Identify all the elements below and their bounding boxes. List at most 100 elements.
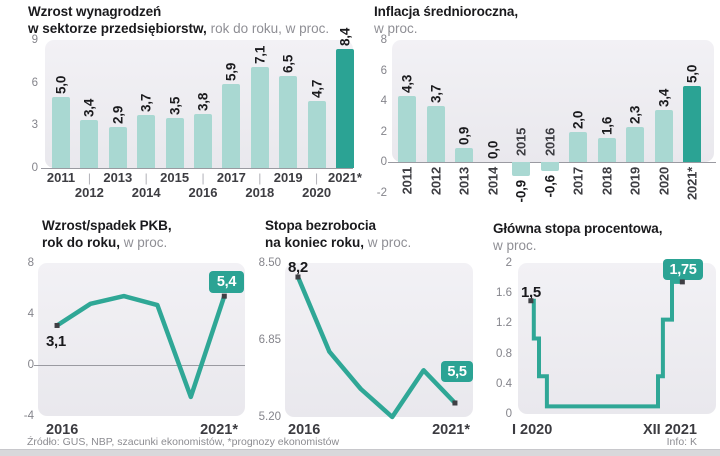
wages-ytick: 9 (31, 34, 38, 46)
wages-value-label-text: 5,9 (223, 62, 239, 82)
inflation-value-label-text: 0,0 (485, 140, 500, 159)
inflation-year-label: 2014 (485, 167, 500, 195)
inflation-value-label: 1,6 (599, 116, 614, 134)
wages-value-label: 3,4 (82, 98, 97, 116)
gdp-title-bold: rok do roku, (42, 234, 121, 250)
inflation-year-label-text: 2015 (513, 127, 529, 156)
wages-bar (52, 96, 70, 168)
wages-value-label: 7,1 (252, 46, 267, 64)
rate-ytick: 2 (505, 257, 512, 269)
wages-year-label: 2021* (328, 170, 362, 185)
inflation-year-label-text: 2020 (656, 167, 671, 196)
source-note: Źródło: GUS, NBP, szacunki ekonomistów, … (27, 436, 340, 448)
gdp-point-marker (221, 293, 227, 299)
inflation-value-label-text: 3,4 (656, 88, 671, 108)
inflation-bar (654, 110, 673, 162)
unemployment-ytick: 8.50 (258, 257, 281, 269)
wages-bar (222, 84, 241, 168)
inflation-year-label: 2012 (428, 167, 443, 195)
rate-xlabel-end: XII 2021 (642, 422, 697, 438)
inflation-bar (597, 137, 616, 162)
wages-year-label: 2014 (131, 185, 161, 200)
rate-ytick: 0 (505, 408, 512, 420)
inflation-value-label: 2,0 (571, 110, 586, 128)
rate-step-line (530, 279, 683, 409)
wages-bar (307, 101, 326, 168)
wages-bar (250, 67, 269, 168)
inflation-value-label: -0,6 (542, 175, 557, 197)
wages-year-label: 2013 (103, 170, 133, 185)
rate-title-line1: Główna stopa procentowa, (493, 221, 663, 236)
wages-value-label: 2,9 (110, 106, 125, 124)
wages-value-label-text: 4,7 (309, 79, 325, 99)
inflation-bar (426, 105, 445, 162)
wages-ytick: 6 (31, 76, 38, 89)
inflation-bar (626, 126, 644, 162)
wages-ytick: 0 (31, 162, 38, 174)
unemployment-ytick: 6.85 (258, 334, 281, 346)
unemployment-point-marker (295, 274, 301, 280)
inflation-bar (569, 131, 587, 162)
wages-year-label: 2016 (188, 185, 218, 200)
rate-plot-area (518, 263, 716, 414)
wages-year-label: 2015 (160, 170, 190, 185)
inflation-year-label-text: 2013 (456, 167, 472, 196)
gdp-xlabel-start: 2016 (46, 422, 79, 438)
wages-year-tick: | (144, 171, 148, 185)
inflation-value-label: -0,9 (514, 180, 529, 202)
rate-title-unit: w proc. (493, 237, 537, 253)
wages-zero-axis (41, 168, 353, 169)
gdp-ytick: -4 (23, 410, 34, 422)
wages-year-label: 2018 (245, 185, 275, 200)
wages-value-label: 8,4 (338, 27, 353, 45)
inflation-year-label-text: 2019 (627, 167, 643, 196)
rate-ytick: 1.2 (496, 317, 512, 330)
wages-value-label: 6,5 (281, 54, 296, 72)
inflation-year-label: 2011 (400, 167, 415, 194)
inflation-year-label: 2021* (685, 167, 700, 200)
inflation-title-unit: w proc. (374, 20, 418, 36)
gdp-chart-title: Wzrost/spadek PKB, rok do roku, w proc. (42, 218, 172, 251)
inflation-value-label: 4,3 (400, 75, 415, 93)
gdp-start-value-label: 3,1 (46, 333, 66, 350)
rate-xlabel-start: I 2020 (512, 422, 553, 438)
wages-value-label-text: 3,8 (195, 92, 211, 111)
inflation-year-label: 2013 (457, 167, 472, 195)
rate-end-value-badge: 1,75 (663, 259, 703, 280)
gdp-ytick: 8 (27, 257, 34, 269)
wages-year-label: 2011 (46, 170, 76, 185)
wages-bar (336, 48, 354, 168)
rate-point-marker (679, 279, 685, 285)
rate-ytick: 1.6 (496, 287, 512, 300)
inflation-value-label: 2,3 (628, 106, 643, 124)
unemployment-point-marker (452, 400, 458, 406)
gdp-title-unit: w proc. (123, 234, 168, 250)
unemployment-title-bold: na koniec roku, (265, 234, 365, 250)
unemployment-start-value-label: 8,2 (288, 259, 308, 276)
inflation-value-label-text: 5,0 (684, 64, 700, 83)
inflation-year-label: 2015 (514, 128, 529, 156)
unemployment-ytick: 5.20 (258, 411, 281, 423)
inflation-value-label: 0,9 (457, 127, 472, 145)
unemployment-line-svg (295, 274, 458, 420)
inflation-value-label: 3,7 (428, 84, 443, 102)
wages-year-tick: | (258, 171, 262, 185)
wages-value-label-text: 8,4 (337, 27, 353, 46)
wages-bar (194, 113, 212, 168)
wages-value-label-text: 2,9 (110, 105, 126, 124)
inflation-bar (540, 162, 559, 172)
inflation-bar (512, 162, 530, 176)
wages-title-bold: w sektorze przedsiębiorstw, (28, 20, 207, 36)
inflation-title-line1: Inflacja średnioroczna, (374, 4, 518, 19)
inflation-chart-title: Inflacja średnioroczna, w proc. (374, 4, 518, 37)
gdp-ytick: 0 (27, 359, 34, 371)
wages-year-label: 2012 (74, 185, 104, 200)
inflation-year-label-text: 2012 (428, 167, 443, 196)
unemployment-data-line (295, 276, 457, 420)
wages-value-label-text: 3,5 (167, 97, 183, 116)
gdp-title-line1: Wzrost/spadek PKB, (42, 218, 172, 233)
inflation-value-label-text: 2,3 (627, 105, 643, 124)
rate-chart-title: Główna stopa procentowa, w proc. (493, 221, 662, 254)
inflation-bar (683, 85, 701, 162)
gdp-data-line (55, 293, 227, 400)
